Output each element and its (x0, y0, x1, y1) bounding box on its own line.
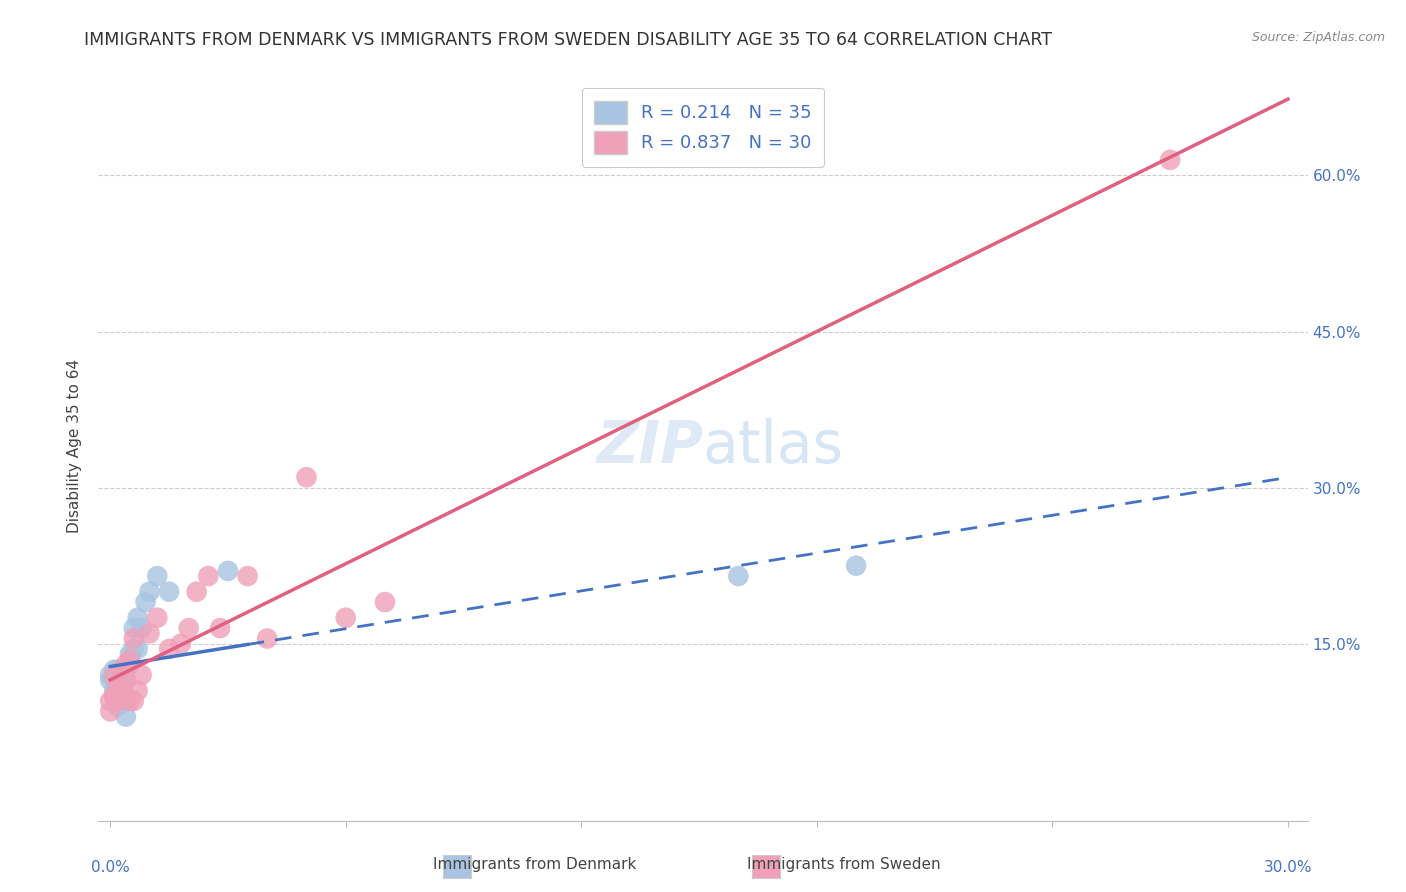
Text: Source: ZipAtlas.com: Source: ZipAtlas.com (1251, 31, 1385, 45)
Point (118, 652, 141, 666)
Point (157, 584, 180, 599)
Point (127, 611, 149, 625)
Point (177, 621, 200, 635)
Point (107, 694, 129, 708)
Y-axis label: Disability Age 35 to 64: Disability Age 35 to 64 (67, 359, 83, 533)
Point (103, 689, 125, 703)
Point (127, 683, 149, 698)
Text: Immigrants from Denmark: Immigrants from Denmark (433, 857, 636, 872)
Point (209, 621, 232, 635)
Point (115, 657, 138, 672)
Point (138, 584, 160, 599)
Point (107, 678, 129, 692)
Text: 30.0%: 30.0% (1264, 860, 1312, 875)
Point (374, 595, 396, 609)
Point (111, 663, 134, 677)
Point (197, 569, 219, 583)
Point (111, 678, 134, 692)
Point (107, 699, 129, 714)
Point (115, 709, 138, 723)
Point (98, 705, 121, 719)
Point (1159, 153, 1181, 167)
Point (111, 683, 134, 698)
Point (98, 668, 121, 682)
Point (131, 621, 153, 635)
Point (103, 668, 125, 682)
Point (115, 673, 138, 688)
Point (107, 673, 129, 688)
Text: ZIP: ZIP (596, 417, 703, 475)
Point (103, 670, 125, 684)
Point (107, 678, 129, 692)
Point (122, 632, 145, 646)
Point (138, 626, 160, 640)
Point (118, 647, 141, 661)
Point (236, 569, 259, 583)
Legend: R = 0.214   N = 35, R = 0.837   N = 30: R = 0.214 N = 35, R = 0.837 N = 30 (582, 88, 824, 167)
Point (115, 663, 138, 677)
Point (111, 683, 134, 698)
Point (157, 642, 180, 657)
Point (146, 569, 169, 583)
Point (111, 668, 134, 682)
Point (170, 637, 193, 651)
Point (122, 621, 145, 635)
Point (217, 564, 239, 578)
Point (115, 689, 138, 703)
Point (111, 694, 134, 708)
Point (115, 694, 138, 708)
Point (135, 595, 157, 609)
Text: IMMIGRANTS FROM DENMARK VS IMMIGRANTS FROM SWEDEN DISABILITY AGE 35 TO 64 CORREL: IMMIGRANTS FROM DENMARK VS IMMIGRANTS FR… (84, 31, 1052, 49)
Text: 0.0%: 0.0% (91, 860, 129, 875)
Point (98, 694, 121, 708)
Text: atlas: atlas (703, 417, 844, 475)
Point (107, 689, 129, 703)
Point (118, 657, 141, 672)
Point (127, 642, 149, 657)
Point (131, 668, 153, 682)
Point (727, 569, 749, 583)
Point (186, 584, 208, 599)
Point (98, 673, 121, 688)
Point (295, 470, 318, 484)
Point (111, 689, 134, 703)
Point (122, 642, 145, 657)
Point (103, 689, 125, 703)
Point (256, 632, 278, 646)
Point (115, 673, 138, 688)
Point (103, 683, 125, 698)
Point (103, 663, 125, 677)
Text: Immigrants from Sweden: Immigrants from Sweden (747, 857, 941, 872)
Point (122, 694, 145, 708)
Point (335, 611, 357, 625)
Point (146, 611, 169, 625)
Point (845, 558, 868, 573)
Point (118, 694, 141, 708)
Point (107, 663, 129, 677)
